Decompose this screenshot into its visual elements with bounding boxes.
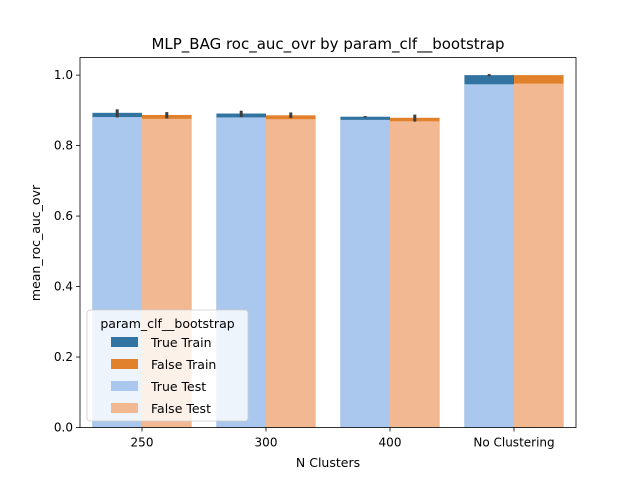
y-tick-label: 0.8 bbox=[54, 139, 73, 153]
legend-label-false-test: False Test bbox=[151, 401, 211, 416]
y-tick-label: 0.6 bbox=[54, 209, 73, 223]
x-axis-label: N Clusters bbox=[296, 455, 360, 470]
bar-false-test-400 bbox=[390, 121, 440, 428]
y-tick-label: 0.0 bbox=[54, 421, 73, 435]
x-tick-label: 300 bbox=[255, 436, 278, 450]
legend-label-true-test: True Test bbox=[150, 379, 206, 394]
x-tick-label: 400 bbox=[379, 436, 402, 450]
error-bars-layer bbox=[115, 74, 491, 122]
x-tick-label: 250 bbox=[131, 436, 154, 450]
x-axis-ticks: 250 300 400 No Clustering bbox=[131, 427, 555, 450]
y-tick-label: 1.0 bbox=[54, 68, 73, 82]
bar-true-test-no-clustering bbox=[464, 84, 514, 428]
legend-swatch-true-test bbox=[111, 381, 138, 391]
legend-swatch-false-test bbox=[111, 403, 138, 413]
legend-label-true-train: True Train bbox=[150, 335, 212, 350]
bar-false-test-no-clustering bbox=[514, 83, 564, 428]
legend: param_clf__bootstrap True Train False Tr… bbox=[86, 309, 249, 422]
bar-true-test-400 bbox=[340, 119, 390, 428]
legend-title: param_clf__bootstrap bbox=[100, 316, 234, 331]
legend-swatch-true-train bbox=[111, 337, 138, 347]
x-tick-label: No Clustering bbox=[473, 436, 554, 450]
y-axis-ticks: 0.0 0.2 0.4 0.6 0.8 1.0 bbox=[54, 68, 80, 435]
legend-swatch-false-train bbox=[111, 359, 138, 369]
y-tick-label: 0.2 bbox=[54, 350, 73, 364]
legend-label-false-train: False Train bbox=[151, 357, 216, 372]
chart-title: MLP_BAG roc_auc_ovr by param_clf__bootst… bbox=[151, 35, 504, 54]
plot-frame bbox=[79, 57, 577, 428]
bar-false-test-300 bbox=[266, 119, 316, 428]
y-tick-label: 0.4 bbox=[54, 280, 73, 294]
y-axis-label: mean_roc_auc_ovr bbox=[28, 184, 43, 301]
